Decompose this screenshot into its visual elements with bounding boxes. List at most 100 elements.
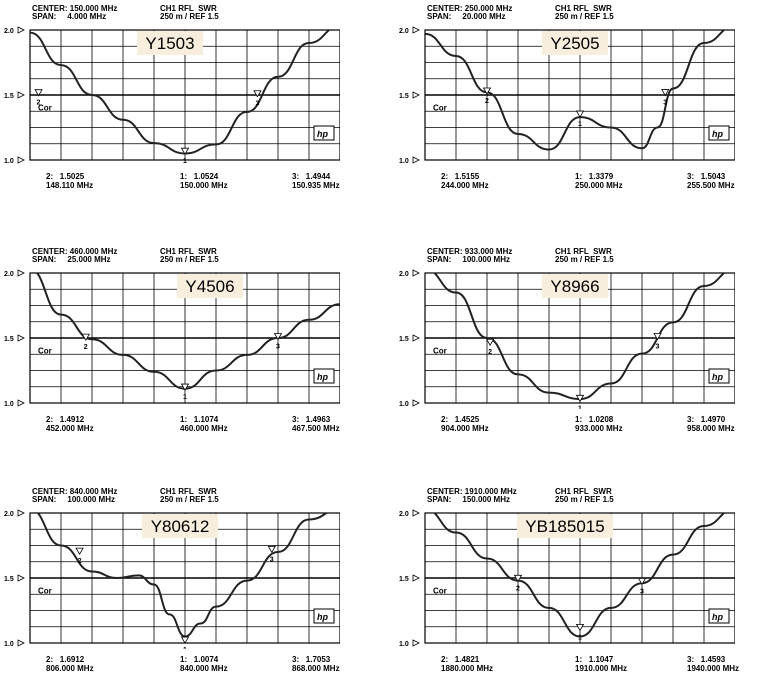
marker-number: 3: [270, 556, 274, 563]
marker-triangle: [575, 394, 585, 403]
plot-frame: [424, 29, 735, 161]
plot-area: 2.0 1.5 1.0 Cor hp 2 1 3 Y1503: [4, 26, 340, 165]
marker-readout: 1: 1.0524 150.000 MHz: [180, 172, 228, 190]
y-tick-label: 2.0: [399, 511, 409, 518]
y-tick-arrow: [17, 334, 25, 342]
panel-title: Y8966: [550, 277, 599, 296]
marker-readout: 2: 1.4821 1880.000 MHz: [441, 655, 494, 673]
center-label: CENTER: 460.000 MHz: [32, 247, 118, 256]
marker-triangle: [267, 545, 276, 554]
marker-readout: 2: 1.6912 806.000 MHz: [46, 655, 94, 673]
span-label: SPAN: 4.000 MHz: [32, 12, 107, 21]
y-tick-arrow: [412, 399, 420, 407]
cor-label: Cor: [433, 104, 447, 113]
channel-label: CH1 RFL SWR: [160, 487, 217, 496]
marker-readout: 3: 1.4963 467.500 MHz: [292, 415, 340, 433]
y-tick-arrow: [412, 574, 420, 582]
y-tick-label: 1.0: [399, 641, 409, 648]
marker-readout: 1: 1.1047 1910.000 MHz: [575, 655, 628, 673]
marker-readout: 3: 1.5043 255.500 MHz: [687, 172, 735, 190]
marker-number: 2: [485, 98, 489, 105]
y-tick-arrow: [412, 639, 420, 647]
hp-logo-frame: [313, 368, 335, 384]
marker-triangle: [180, 636, 190, 644]
swr-panel: CENTER: 460.000 MHz SPAN: 25.000 MHz CH1 R…: [0, 243, 340, 443]
swr-trace: [425, 30, 726, 151]
panel-title: Y1503: [145, 34, 194, 53]
span-label: SPAN: 20.000 MHz: [427, 12, 506, 21]
plot-frame: [424, 512, 735, 644]
hp-logo-frame: [708, 368, 730, 384]
y-tick-arrow: [412, 269, 420, 277]
hp-logo-text: hp: [712, 612, 723, 622]
title-box: [177, 274, 243, 298]
y-tick-arrow: [17, 509, 25, 517]
marker-triangle: [575, 623, 585, 632]
marker-readout: 3: 1.4970 958.000 MHz: [687, 415, 735, 433]
marker-number: 3: [640, 588, 644, 595]
marker-triangle: [180, 147, 190, 155]
marker-readout: 1: 1.0074 840.000 MHz: [180, 655, 228, 673]
y-tick-arrow: [412, 334, 420, 342]
y-tick-arrow: [17, 156, 25, 164]
marker-number: 1: [578, 405, 582, 409]
hp-logo-text: hp: [317, 372, 328, 382]
cor-label: Cor: [433, 347, 447, 356]
marker-triangle: [575, 110, 585, 118]
marker-readout: 1: 1.0208 933.000 MHz: [575, 415, 623, 433]
marker-number: 1: [578, 121, 582, 128]
center-label: CENTER: 250.000 MHz: [427, 4, 513, 13]
center-label: CENTER: 1910.000 MHz: [427, 487, 517, 496]
hp-logo: hp: [313, 608, 335, 624]
marker-readout: 2: 1.4912 452.000 MHz: [46, 415, 94, 433]
marker-triangle: [180, 383, 190, 391]
cor-label: Cor: [38, 587, 52, 596]
plot-frame: [29, 272, 340, 404]
title-box: [142, 514, 218, 538]
y-tick-label: 1.0: [399, 158, 409, 165]
marker-triangle: [485, 338, 495, 346]
y-tick-label: 2.0: [399, 28, 409, 35]
scale-label: 250 m / REF 1.5: [160, 12, 219, 21]
marker-readout: 2: 1.5155 244.000 MHz: [441, 172, 489, 190]
title-box: [517, 514, 613, 538]
title-box: [542, 274, 608, 298]
plot-area: 2.0 1.5 1.0 Cor hp 2 1 3 Y8966: [399, 269, 735, 409]
hp-logo: hp: [708, 368, 730, 384]
marker-number: 3: [663, 99, 667, 106]
cor-label: Cor: [38, 104, 52, 113]
swr-plot: 2.0 1.5 1.0 Cor hp 2 1 3 Y8966: [399, 269, 735, 409]
hp-logo: hp: [313, 125, 335, 141]
marker-number: 2: [488, 349, 492, 356]
plot-area: 2.0 1.5 1.0 Cor hp 2 1 3 Y2505: [399, 26, 735, 165]
marker-triangle: [81, 333, 90, 341]
span-label: SPAN: 100.000 MHz: [427, 255, 510, 264]
marker-number: 2: [37, 100, 41, 107]
y-tick-label: 1.5: [399, 576, 409, 583]
plot-frame: [424, 272, 735, 404]
plot-area: 2.0 1.5 1.0 Cor hp 2 1 3 Y4506: [4, 269, 340, 408]
title-box: [542, 31, 608, 55]
marker-readout: 1: 1.3379 250.000 MHz: [575, 172, 623, 190]
y-tick-arrow: [17, 639, 25, 647]
y-tick-label: 2.0: [399, 271, 409, 278]
panel-title: YB185015: [525, 517, 604, 536]
swr-panel: CENTER: 250.000 MHz SPAN: 20.000 MHz CH1 R…: [395, 0, 735, 200]
hp-logo-text: hp: [317, 129, 328, 139]
y-tick-label: 2.0: [4, 271, 14, 278]
swr-panel: CENTER: 933.000 MHz SPAN: 100.000 MHz CH1 …: [395, 243, 735, 443]
swr-plot: 2.0 1.5 1.0 Cor hp 2 1 3 YB185015: [399, 509, 735, 648]
y-tick-arrow: [412, 91, 420, 99]
y-tick-arrow: [17, 269, 25, 277]
center-label: CENTER: 840.000 MHz: [32, 487, 118, 496]
y-tick-label: 1.0: [4, 401, 14, 408]
swr-plot: 2.0 1.5 1.0 Cor hp 2 1 3 Y80612: [4, 509, 340, 649]
plot-area: 2.0 1.5 1.0 Cor hp 2 1 3 Y80612: [4, 509, 340, 649]
y-tick-arrow: [17, 574, 25, 582]
center-label: CENTER: 933.000 MHz: [427, 247, 513, 256]
hp-logo: hp: [708, 608, 730, 624]
swr-trace: [432, 513, 726, 638]
y-tick-label: 2.0: [4, 511, 14, 518]
swr-panel: CENTER: 840.000 MHz SPAN: 100.000 MHz CH1 …: [0, 483, 340, 683]
y-tick-label: 1.5: [4, 576, 14, 583]
